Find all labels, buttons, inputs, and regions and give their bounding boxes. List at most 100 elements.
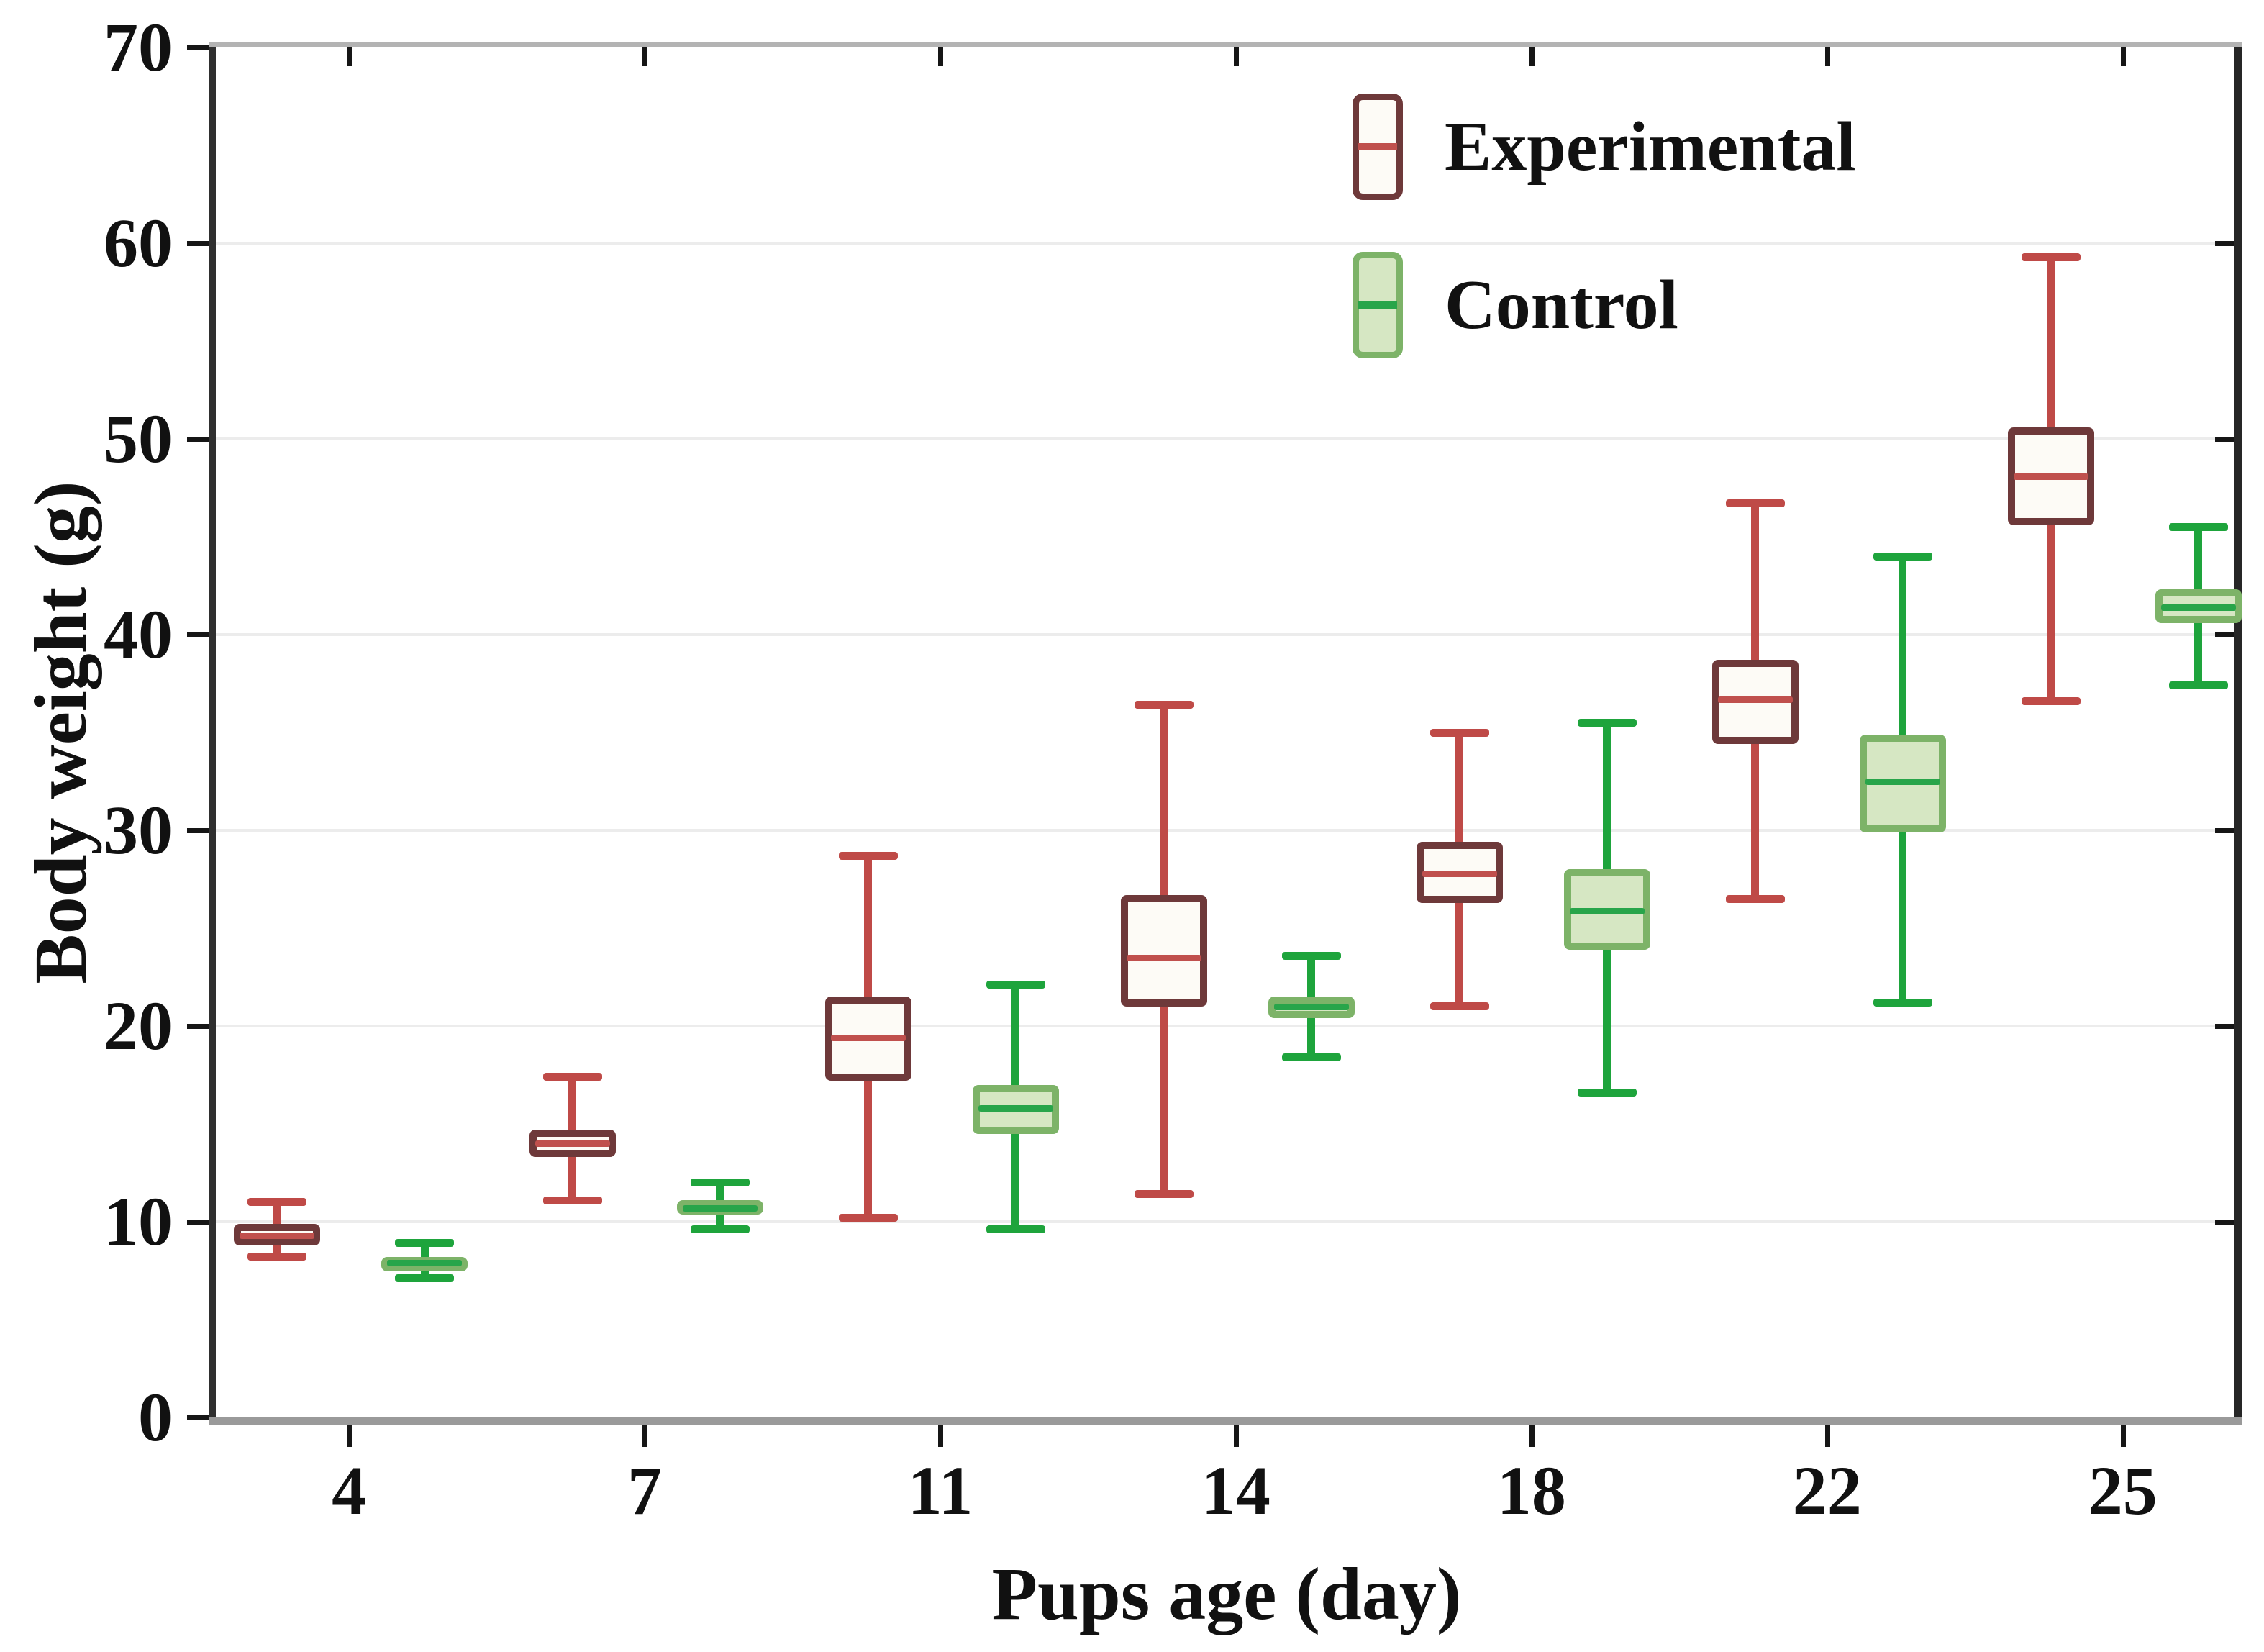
legend-label-experimental: Experimental	[1445, 108, 1856, 186]
y-tick-label-20: 20	[104, 987, 173, 1064]
upper-cap-control-day-7	[690, 1179, 750, 1187]
gridline-y-60	[216, 241, 2234, 245]
median-control-day-14	[1273, 1003, 1349, 1010]
upper-cap-experimental-day-4	[247, 1198, 306, 1207]
lower-cap-experimental-day-25	[2021, 696, 2081, 705]
plot-area	[187, 42, 2242, 1447]
x-axis-title: Pups age (day)	[991, 1553, 1462, 1635]
median-experimental-day-14	[1126, 954, 1201, 961]
median-experimental-day-22	[1717, 696, 1793, 703]
y-tick-left-10	[187, 1220, 209, 1225]
x-tick-bottom-7	[642, 1425, 648, 1447]
y-tick-label-30: 30	[104, 791, 173, 868]
x-tick-top-7	[642, 47, 648, 66]
x-tick-top-14	[1233, 47, 1239, 66]
gridline-y-10	[216, 1220, 2234, 1223]
legend-swatch-median-line	[1358, 143, 1397, 150]
top-spine	[209, 42, 2242, 47]
lower-cap-experimental-day-22	[1725, 894, 1785, 903]
x-tick-top-11	[937, 47, 943, 66]
y-tick-right-50	[2215, 436, 2234, 442]
y-tick-label-50: 50	[104, 400, 173, 477]
lower-cap-experimental-day-4	[247, 1253, 306, 1261]
lower-cap-control-day-11	[986, 1225, 1045, 1234]
x-tick-top-4	[347, 47, 353, 66]
median-experimental-day-18	[1422, 870, 1497, 877]
x-tick-label-25: 25	[2088, 1452, 2158, 1529]
x-tick-label-11: 11	[907, 1452, 973, 1529]
x-tick-top-22	[1824, 47, 1830, 66]
legend-swatch-median-line	[1358, 301, 1397, 309]
y-tick-label-10: 10	[104, 1183, 173, 1260]
left-spine	[209, 47, 216, 1417]
x-tick-label-7: 7	[627, 1452, 663, 1529]
y-tick-left-50	[187, 436, 209, 442]
y-tick-left-0	[187, 1415, 209, 1420]
bottom-spine	[209, 1417, 2242, 1425]
y-tick-left-40	[187, 632, 209, 637]
y-tick-left-20	[187, 1024, 209, 1029]
x-tick-label-14: 14	[1201, 1452, 1270, 1529]
upper-cap-experimental-day-22	[1725, 499, 1785, 508]
y-tick-right-40	[2215, 632, 2234, 637]
y-tick-label-40: 40	[104, 596, 173, 673]
y-tick-label-70: 70	[104, 9, 173, 86]
upper-cap-control-day-18	[1577, 718, 1637, 727]
median-control-day-22	[1865, 779, 1940, 785]
median-control-day-18	[1569, 907, 1645, 914]
legend-label-control: Control	[1445, 266, 1678, 344]
box-experimental-day-14	[1120, 894, 1207, 1007]
upper-cap-control-day-14	[1281, 951, 1341, 960]
y-tick-left-70	[187, 45, 209, 50]
upper-cap-experimental-day-18	[1429, 728, 1489, 737]
x-tick-bottom-22	[1824, 1425, 1830, 1447]
x-tick-bottom-4	[347, 1425, 353, 1447]
upper-cap-control-day-11	[986, 981, 1045, 989]
lower-cap-control-day-18	[1577, 1088, 1637, 1097]
lower-cap-experimental-day-14	[1134, 1190, 1194, 1199]
y-tick-right-10	[2215, 1220, 2234, 1225]
y-tick-label-0: 0	[138, 1379, 173, 1456]
median-control-day-7	[682, 1204, 758, 1212]
upper-cap-experimental-day-7	[542, 1073, 602, 1081]
x-tick-label-4: 4	[332, 1452, 367, 1529]
lower-cap-control-day-14	[1281, 1053, 1341, 1062]
gridline-y-20	[216, 1025, 2234, 1027]
legend-swatch-experimental	[1353, 94, 1403, 200]
x-tick-bottom-25	[2120, 1425, 2126, 1447]
gridline-y-50	[216, 437, 2234, 440]
y-tick-right-60	[2215, 240, 2234, 246]
upper-cap-control-day-25	[2168, 522, 2228, 531]
median-experimental-day-4	[239, 1233, 314, 1240]
median-control-day-25	[2160, 604, 2236, 611]
upper-cap-experimental-day-25	[2021, 253, 2081, 261]
y-tick-label-60: 60	[104, 204, 173, 281]
y-tick-right-30	[2215, 827, 2234, 833]
median-control-day-4	[387, 1260, 463, 1267]
y-tick-right-20	[2215, 1024, 2234, 1029]
x-tick-top-25	[2120, 47, 2126, 66]
lower-cap-control-day-7	[690, 1225, 750, 1234]
x-tick-bottom-18	[1529, 1425, 1535, 1447]
upper-cap-control-day-22	[1873, 552, 1932, 560]
median-experimental-day-11	[830, 1035, 906, 1042]
y-tick-left-60	[187, 240, 209, 246]
upper-cap-experimental-day-11	[838, 851, 898, 860]
lower-cap-control-day-22	[1873, 998, 1932, 1007]
median-control-day-11	[978, 1105, 1053, 1112]
x-tick-label-18: 18	[1496, 1452, 1566, 1529]
median-experimental-day-25	[2013, 473, 2088, 480]
lower-cap-experimental-day-7	[542, 1196, 602, 1204]
x-tick-label-22: 22	[1792, 1452, 1862, 1529]
legend-swatch-control	[1353, 252, 1403, 358]
lower-cap-control-day-4	[395, 1274, 455, 1283]
upper-cap-experimental-day-14	[1134, 701, 1194, 709]
gridline-y-30	[216, 828, 2234, 832]
lower-cap-experimental-day-11	[838, 1214, 898, 1222]
x-tick-bottom-11	[937, 1425, 943, 1447]
median-experimental-day-7	[535, 1140, 610, 1148]
right-spine	[2234, 47, 2242, 1417]
gridline-y-40	[216, 633, 2234, 636]
x-tick-top-18	[1529, 47, 1535, 66]
y-tick-left-30	[187, 827, 209, 833]
